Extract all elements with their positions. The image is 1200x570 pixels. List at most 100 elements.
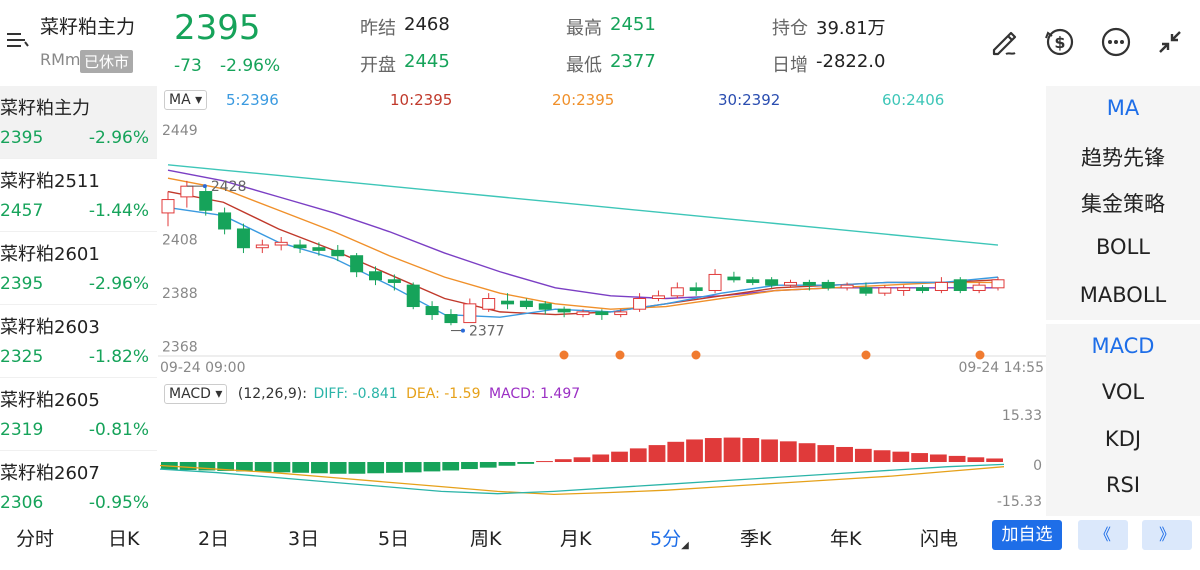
contract-item-2605[interactable]: 菜籽粕2605 2319 -0.81% <box>0 378 157 451</box>
macd-bar <box>292 462 310 473</box>
low-marker-label: 2377 <box>469 324 505 340</box>
draw-pen-icon[interactable] <box>986 24 1026 64</box>
high-value: 2451 <box>610 14 656 35</box>
macd-chart[interactable]: 15.33 0 -15.33 <box>158 408 1046 512</box>
event-marker <box>975 350 985 360</box>
high-marker-dot <box>202 184 207 189</box>
macd-bar <box>854 448 872 462</box>
indicator-trend-pioneer[interactable]: 趋势先锋 <box>1081 146 1165 170</box>
macd-bar <box>367 462 385 474</box>
macd-bar <box>273 462 291 473</box>
tab-5day[interactable]: 5日 <box>378 528 410 550</box>
indicator-rsi[interactable]: RSI <box>1105 473 1141 497</box>
tab-weekly[interactable]: 周K <box>470 528 502 550</box>
indicator-kdj[interactable]: KDJ <box>1104 427 1142 451</box>
ma60-line <box>167 164 999 246</box>
candle-body <box>746 279 760 283</box>
indicator-maboll[interactable]: MABOLL <box>1079 283 1167 307</box>
macd-bar <box>986 458 1003 462</box>
indicator-selector-ma[interactable]: MA ▾ <box>164 90 208 110</box>
add-watchlist-button[interactable]: 加自选 <box>992 520 1062 550</box>
candle-body <box>331 249 345 257</box>
candle-body <box>387 279 401 283</box>
contract-list: 菜籽粕主力 2395 -2.96% 菜籽粕2511 2457 -1.44% 菜籽… <box>0 86 157 516</box>
candle-body <box>444 314 458 324</box>
oi-change-label: 日增 <box>772 55 808 76</box>
collapse-icon[interactable] <box>1152 24 1192 64</box>
contract-item-2511[interactable]: 菜籽粕2511 2457 -1.44% <box>0 159 157 232</box>
macd-bar <box>798 443 816 462</box>
oi-value: 39.81万 <box>816 18 886 39</box>
low-marker-dot <box>460 328 465 333</box>
period-tabs: 分时 日K 2日 3日 5日 周K 月K 5分◢ 季K 年K 闪电 加自选 《 … <box>0 516 1200 570</box>
indicator-ma[interactable]: MA <box>1106 96 1140 120</box>
prev-settle-value: 2468 <box>404 14 450 35</box>
y-tick-label: 2449 <box>162 123 198 139</box>
candle-body <box>651 295 665 300</box>
macd-bar <box>461 462 478 470</box>
candle-body <box>765 279 779 286</box>
macd-bar <box>742 438 760 462</box>
tab-3day[interactable]: 3日 <box>288 528 320 550</box>
contract-item-main[interactable]: 菜籽粕主力 2395 -2.96% <box>0 86 157 159</box>
indicator-selector-macd[interactable]: MACD ▾ <box>164 384 228 404</box>
macd-bar <box>929 454 947 462</box>
ma-legend: MA ▾ 5:2396 10:2395 20:2395 30:2392 60:2… <box>164 90 1044 112</box>
macd-bar <box>686 439 703 462</box>
candlestick-chart[interactable]: 2449 2408 2388 2368 2428 2377 09-24 09:00 09-24… <box>158 112 1046 380</box>
event-marker <box>691 350 701 360</box>
next-button[interactable]: 》 <box>1142 520 1192 550</box>
macd-bar <box>236 462 253 472</box>
indicator-vol[interactable]: VOL <box>1101 380 1145 404</box>
tab-2day[interactable]: 2日 <box>198 528 230 550</box>
macd-legend: MACD ▾ (12,26,9): DIFF: -0.841 DEA: -1.5… <box>164 384 1044 406</box>
tab-5min[interactable]: 5分◢ <box>650 524 689 551</box>
tab-yearly[interactable]: 年K <box>830 528 862 550</box>
candle-body <box>350 255 364 273</box>
contract-item-pct: -1.82% <box>88 347 149 367</box>
open-value: 2445 <box>404 51 450 72</box>
panel-divider <box>1046 320 1200 324</box>
candle-body <box>614 311 628 316</box>
indicator-selector-label: MA <box>169 92 191 108</box>
indicator-boll[interactable]: BOLL <box>1096 235 1150 259</box>
contract-item-name: 菜籽粕主力 <box>0 98 90 119</box>
diff-line <box>159 463 1005 495</box>
macd-bar <box>573 457 591 462</box>
tab-intraday[interactable]: 分时 <box>16 528 55 550</box>
indicator-macd[interactable]: MACD <box>1091 334 1155 358</box>
menu-icon[interactable] <box>6 30 30 50</box>
candle-body <box>519 300 533 308</box>
indicator-panel: MA 趋势先锋 集金策略 BOLL MABOLL MACD VOL KDJ RS… <box>1046 86 1200 516</box>
tab-5min-label: 5分 <box>650 528 682 550</box>
macd-bar <box>423 462 441 472</box>
currency-switch-icon[interactable]: $ <box>1042 24 1082 64</box>
contract-item-name: 菜籽粕2601 <box>0 244 100 265</box>
svg-text:$: $ <box>1054 33 1065 52</box>
macd-tick-label: 0 <box>1033 458 1042 474</box>
candle-body <box>727 276 741 281</box>
macd-bar <box>611 451 628 462</box>
prev-button[interactable]: 《 <box>1078 520 1128 550</box>
candle-body <box>802 281 816 286</box>
contract-item-price: 2457 <box>0 201 44 221</box>
y-tick-label: 2408 <box>162 233 198 249</box>
contract-item-pct: -0.95% <box>88 493 149 513</box>
candle-body <box>501 300 515 305</box>
contract-item-2603[interactable]: 菜籽粕2603 2325 -1.82% <box>0 305 157 378</box>
indicator-gold-strategy[interactable]: 集金策略 <box>1081 192 1165 216</box>
contract-item-2601[interactable]: 菜籽粕2601 2395 -2.96% <box>0 232 157 305</box>
candle-body <box>953 279 967 291</box>
candle-body <box>916 287 930 291</box>
contract-item-2607[interactable]: 菜籽粕2607 2306 -0.95% <box>0 451 157 524</box>
tab-quarterly[interactable]: 季K <box>740 528 772 550</box>
dea-line <box>159 464 1005 496</box>
tab-daily[interactable]: 日K <box>108 528 140 550</box>
candle-body <box>180 185 194 198</box>
macd-bar <box>911 453 928 462</box>
more-icon[interactable] <box>1098 24 1138 64</box>
macd-bar <box>892 451 910 462</box>
tab-monthly[interactable]: 月K <box>560 528 592 550</box>
tab-flash[interactable]: 闪电 <box>920 528 959 550</box>
macd-bar <box>479 462 497 468</box>
